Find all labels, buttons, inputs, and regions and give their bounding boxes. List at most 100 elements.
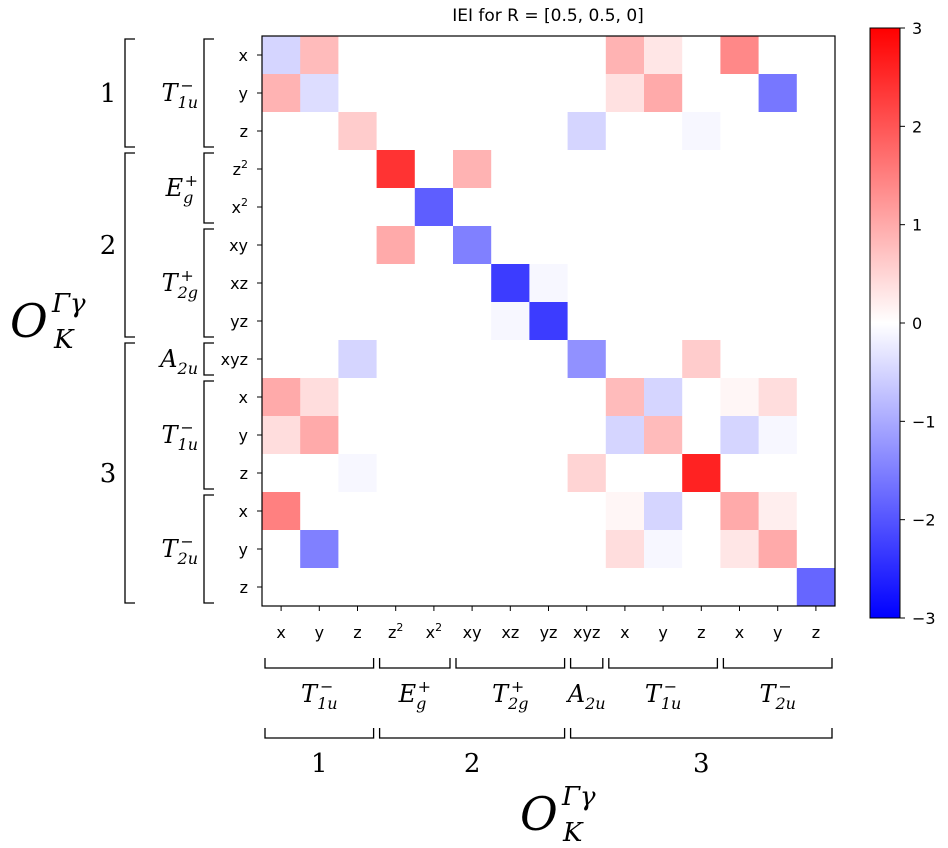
heatmap-cell (529, 74, 568, 113)
heatmap-cell (414, 530, 454, 569)
heatmap-cell (796, 492, 836, 531)
heatmap-cell (338, 264, 377, 303)
heatmap-cell (529, 302, 568, 341)
svg-text:O: O (10, 294, 48, 348)
heatmap-cell (605, 568, 645, 607)
y-irrep-bracket (203, 494, 214, 604)
y-irrep-bracket (203, 152, 214, 224)
y-tick-label: x2 (232, 196, 248, 217)
heatmap-cell (491, 226, 530, 265)
heatmap-cell (758, 530, 798, 569)
x-irrep-bracket (378, 658, 451, 669)
heatmap-cell (491, 378, 530, 417)
heatmap-cell (491, 454, 530, 493)
y-irrep-label: T1u− (162, 76, 199, 112)
heatmap-cell (300, 416, 339, 455)
heatmap-cell (453, 150, 492, 189)
heatmap-cell (453, 454, 492, 493)
heatmap-cell (376, 568, 416, 607)
heatmap-cell (414, 36, 454, 75)
heatmap-cell (491, 302, 530, 341)
x-tick-label: y (315, 623, 324, 642)
heatmap-cell (414, 378, 454, 417)
heatmap-cell (720, 226, 759, 265)
heatmap-cell (376, 416, 416, 455)
heatmap-cell (720, 112, 759, 151)
heatmap-cell (758, 454, 798, 493)
heatmap-cell (300, 492, 339, 531)
y-tick-label: z (240, 578, 248, 597)
heatmap-cell (529, 454, 568, 493)
y-tick-label: y (239, 540, 248, 559)
x-shell-label: 1 (311, 749, 328, 779)
heatmap-cell (300, 150, 339, 189)
heatmap-cell (300, 74, 339, 113)
heatmap-cell (644, 530, 683, 569)
heatmap-cell (796, 568, 836, 607)
heatmap-cell (567, 568, 607, 607)
heatmap-cell (605, 416, 645, 455)
heatmap-cell (453, 378, 492, 417)
heatmap-cell (300, 302, 339, 341)
heatmap-cell (720, 492, 759, 531)
heatmap-cell (376, 264, 416, 303)
y-irrep-bracket (203, 342, 214, 376)
svg-text:K: K (53, 325, 75, 355)
svg-text:Γγ: Γγ (561, 782, 596, 812)
x-irrep-bracket (264, 658, 375, 669)
heatmap-cell (453, 74, 492, 113)
heatmap-cell (262, 36, 301, 75)
x-shell-label: 3 (693, 749, 710, 779)
x-tick-label: yz (540, 623, 558, 642)
heatmap-cell (491, 264, 530, 303)
heatmap-cell (262, 378, 301, 417)
x-tick-label: z (812, 623, 820, 642)
x-tick-label: xy (463, 623, 482, 642)
x-irrep-label: T1u− (645, 677, 682, 713)
heatmap-cell (682, 150, 721, 189)
x-tick-label: y (773, 623, 782, 642)
y-tick-label: x (239, 502, 248, 521)
heatmap-cell (262, 492, 301, 531)
heatmap-cell (796, 302, 836, 341)
x-shell-bracket (378, 728, 566, 739)
y-tick-label: xz (230, 274, 248, 293)
heatmap-cell (796, 264, 836, 303)
x-irrep-label: A2u (566, 680, 606, 713)
heatmap-cell (529, 264, 568, 303)
x-tick-label: xz (501, 623, 519, 642)
heatmap-cell (338, 226, 377, 265)
heatmap-cell (796, 150, 836, 189)
colorbar-tick-label: 3 (912, 19, 922, 38)
x-shell-bracket (569, 728, 833, 739)
x-axis-label: O Γγ K (520, 782, 596, 848)
heatmap-cell (414, 340, 454, 379)
heatmap-cell (605, 150, 645, 189)
heatmap-cell (605, 378, 645, 417)
colorbar-ticks: 3 2 1 0 −1 −2 −3 (900, 19, 936, 628)
x-shell-label: 2 (464, 749, 481, 779)
heatmap-cell (376, 150, 416, 189)
x-tick-label: x2 (426, 621, 442, 642)
y-irrep-label: T1u− (162, 418, 199, 454)
svg-text:K: K (562, 818, 584, 848)
heatmap-cell (644, 416, 683, 455)
heatmap-cell (796, 416, 836, 455)
x-irrep-bracket (569, 658, 604, 669)
y-irrep-label: Eg+ (165, 171, 198, 207)
heatmap-cell (529, 340, 568, 379)
heatmap-cell (720, 36, 759, 75)
x-tick-label: xyz (573, 623, 600, 642)
heatmap-cell (338, 454, 377, 493)
heatmap-cell (262, 112, 301, 151)
heatmap-cell (262, 226, 301, 265)
heatmap-cell (567, 36, 607, 75)
heatmap-cell (300, 112, 339, 151)
heatmap-cell (529, 568, 568, 607)
heatmap-cell (644, 226, 683, 265)
y-axis-label: O Γγ K (10, 289, 86, 355)
heatmap-cell (644, 150, 683, 189)
heatmap-cell (414, 150, 454, 189)
heatmap-cell (529, 416, 568, 455)
